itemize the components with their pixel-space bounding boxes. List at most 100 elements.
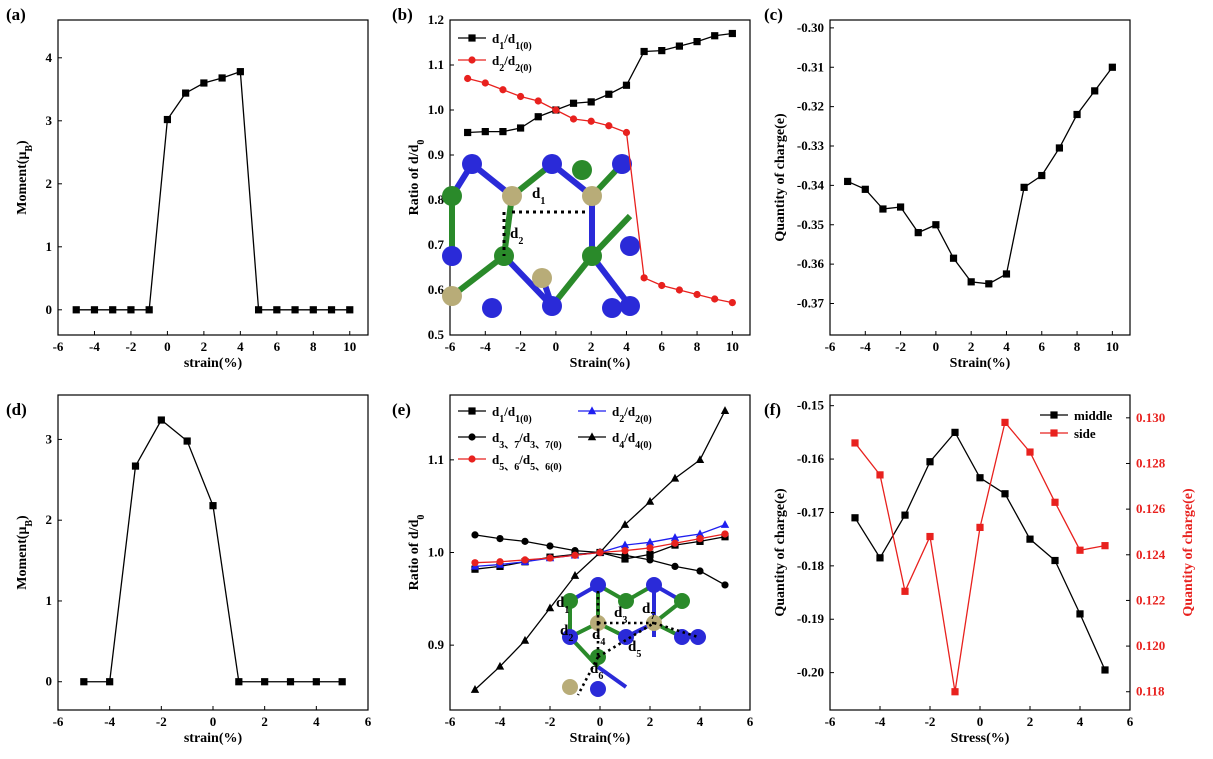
x-tick-label: 4 xyxy=(623,339,630,354)
x-tick-label: 2 xyxy=(1027,714,1034,729)
data-point xyxy=(1108,63,1116,71)
y-right-tick-label: 0.128 xyxy=(1136,455,1166,470)
data-point xyxy=(670,533,680,541)
panel-label: (f) xyxy=(764,400,781,419)
data-point xyxy=(720,406,730,414)
y-tick-label: -0.20 xyxy=(797,665,824,680)
y-right-axis-label: Quantity of charge(e) xyxy=(1181,488,1196,617)
x-tick-label: 2 xyxy=(261,714,268,729)
data-point xyxy=(145,306,153,314)
x-tick-label: 8 xyxy=(694,339,701,354)
data-point xyxy=(949,254,958,262)
panel-label: (b) xyxy=(392,5,413,24)
atom xyxy=(572,160,592,180)
atom xyxy=(562,679,578,695)
distance-dotted-line xyxy=(576,656,600,696)
data-point xyxy=(976,523,984,531)
data-point xyxy=(1001,490,1009,498)
bond xyxy=(450,253,506,299)
x-tick-label: 2 xyxy=(968,339,975,354)
x-tick-label: 0 xyxy=(210,714,217,729)
bond xyxy=(549,254,595,308)
x-tick-label: 6 xyxy=(274,339,281,354)
data-point xyxy=(183,437,191,445)
legend-label: d2/d2(0) xyxy=(612,404,652,425)
y-axis-label: Moment(μB) xyxy=(15,140,35,215)
data-point xyxy=(693,38,701,46)
data-point xyxy=(1051,498,1059,506)
data-point xyxy=(645,537,655,546)
data-point xyxy=(1101,666,1109,674)
data-point xyxy=(106,678,114,686)
data-point xyxy=(1001,418,1009,426)
x-tick-label: 0 xyxy=(933,339,940,354)
data-point xyxy=(901,587,909,595)
data-point xyxy=(570,571,580,579)
inset-label-d4: d2 xyxy=(560,623,573,644)
bond xyxy=(501,195,515,257)
data-point xyxy=(646,556,654,564)
data-point xyxy=(851,514,859,522)
data-point xyxy=(926,458,934,466)
y-right-tick-label: 0.120 xyxy=(1136,638,1165,653)
data-point xyxy=(481,128,489,136)
legend-marker xyxy=(1050,411,1058,419)
data-point xyxy=(200,79,208,87)
data-point xyxy=(569,99,578,107)
x-tick-label: 8 xyxy=(310,339,317,354)
data-point xyxy=(338,678,346,686)
x-tick-label: 6 xyxy=(1127,714,1134,729)
series-charge xyxy=(844,63,1116,288)
data-point xyxy=(951,688,959,696)
x-axis-label: Strain(%) xyxy=(950,356,1011,371)
data-point xyxy=(622,81,631,89)
x-tick-label: 4 xyxy=(1003,339,1010,354)
data-point xyxy=(496,558,504,566)
plot-frame xyxy=(57,19,369,336)
y-tick-label: 1.1 xyxy=(428,57,444,72)
y-tick-label: -0.34 xyxy=(797,177,825,192)
data-point xyxy=(696,535,704,543)
data-point xyxy=(273,306,281,314)
legend-label: middle xyxy=(1074,408,1113,423)
x-tick-label: -2 xyxy=(895,339,906,354)
inset-label-d2: d3 xyxy=(614,605,627,626)
distance-dotted-line xyxy=(653,621,699,639)
data-point xyxy=(1076,610,1084,618)
y-axis-label: Moment(μB) xyxy=(15,515,35,590)
legend-marker xyxy=(468,56,476,64)
data-point xyxy=(621,547,629,555)
data-point xyxy=(587,98,595,106)
y-right-tick-label: 0.124 xyxy=(1136,547,1166,562)
panel-label: (d) xyxy=(6,400,27,419)
atom xyxy=(442,286,462,306)
data-point xyxy=(496,535,504,543)
data-point xyxy=(1055,144,1064,152)
data-point xyxy=(520,635,530,644)
atom xyxy=(612,154,632,174)
atom xyxy=(646,577,662,593)
inset-label-d7: d6 xyxy=(590,661,603,682)
atom xyxy=(532,268,552,288)
data-point xyxy=(481,79,489,87)
panel-label: (c) xyxy=(764,5,783,24)
x-tick-label: 10 xyxy=(343,339,356,354)
panel-label: (e) xyxy=(392,400,411,419)
data-point xyxy=(844,177,852,186)
series-d5-6-d5-6-0- xyxy=(471,530,729,567)
data-point xyxy=(896,203,905,211)
data-point xyxy=(876,554,884,562)
data-point xyxy=(721,530,729,538)
atom xyxy=(482,298,502,318)
data-point xyxy=(1026,535,1034,543)
data-point xyxy=(926,532,934,541)
legend-marker xyxy=(468,34,476,42)
x-tick-label: 8 xyxy=(1074,339,1081,354)
y-tick-label: 0.6 xyxy=(428,282,445,297)
data-point xyxy=(131,462,140,470)
panel-e: (e) -6 -4 -2 0 2 4 6 0.9 1.0 1.1 Strain(%) Ratio of … xyxy=(392,394,754,746)
data-point xyxy=(605,90,613,98)
data-point xyxy=(932,221,940,229)
legend-marker xyxy=(468,433,476,441)
atom xyxy=(590,681,606,697)
